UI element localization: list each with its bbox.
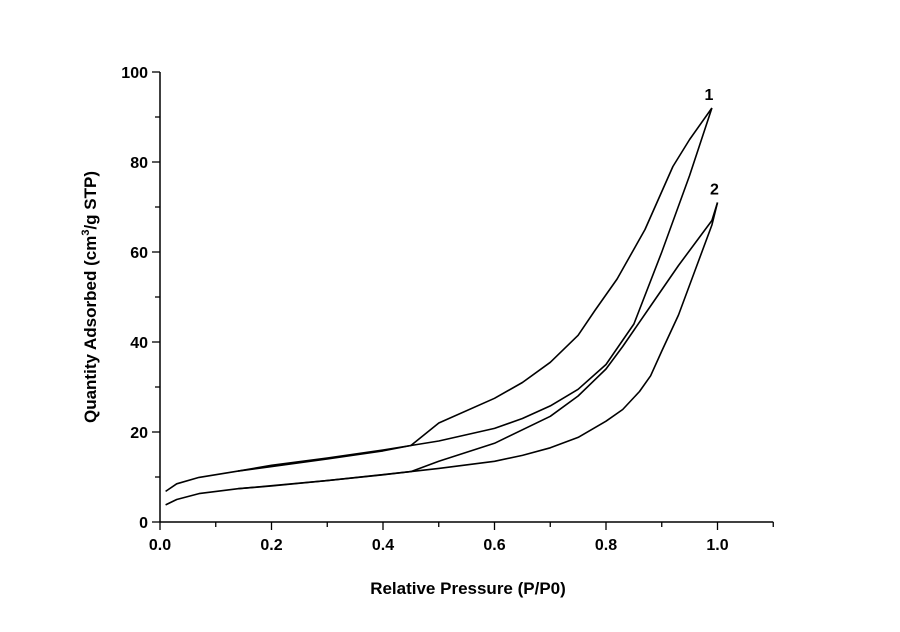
x-axis-label: Relative Pressure (P/P0) bbox=[370, 579, 566, 598]
x-tick-label: 0.0 bbox=[149, 537, 171, 554]
series-1-desorption-line bbox=[237, 107, 713, 472]
ticks: 0.0 0.2 0.4 0.6 0.8 1.0 0 20 40 60 80 100 bbox=[121, 65, 774, 554]
y-axis-label-superscript: 3 bbox=[80, 230, 92, 236]
axes bbox=[159, 72, 774, 523]
series-labels: 12 bbox=[704, 87, 719, 199]
x-tick-label: 0.4 bbox=[372, 537, 394, 554]
x-tick-label: 1.0 bbox=[706, 537, 728, 554]
y-axis-label-part2: /g STP) bbox=[81, 171, 100, 230]
x-tick-label: 0.6 bbox=[483, 537, 505, 554]
y-tick-label: 0 bbox=[139, 515, 148, 532]
x-tick-label: 0.2 bbox=[260, 537, 282, 554]
series-label: 1 bbox=[704, 87, 713, 104]
curves bbox=[165, 107, 719, 506]
series-1-adsorption-line bbox=[165, 107, 713, 493]
x-tick-label: 0.8 bbox=[595, 537, 617, 554]
series-2-desorption-line bbox=[238, 202, 719, 490]
y-axis-label-part1: Quantity Adsorbed (cm bbox=[81, 236, 100, 423]
y-axis-label: Quantity Adsorbed (cm3/g STP) bbox=[80, 171, 100, 423]
series-label: 2 bbox=[710, 182, 719, 199]
y-tick-label: 100 bbox=[121, 65, 148, 82]
y-tick-label: 80 bbox=[130, 155, 148, 172]
y-tick-label: 40 bbox=[130, 335, 148, 352]
y-tick-label: 20 bbox=[130, 425, 148, 442]
y-tick-label: 60 bbox=[130, 245, 148, 262]
